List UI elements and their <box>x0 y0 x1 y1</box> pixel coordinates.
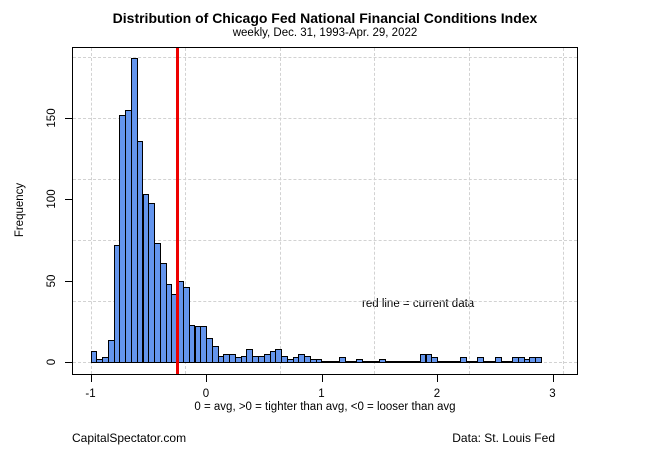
chart-title: Distribution of Chicago Fed National Fin… <box>112 10 538 26</box>
x-axis-tick <box>552 375 554 382</box>
x-axis-tick <box>90 375 92 382</box>
x-axis-tick <box>206 375 207 382</box>
footer-source-site: CapitalSpectator.com <box>72 431 187 445</box>
y-axis-tick <box>65 280 72 282</box>
x-axis-tick <box>437 375 438 382</box>
x-tick-label: 1 <box>318 388 325 400</box>
histogram-bar <box>494 357 502 364</box>
x-tick-label: 3 <box>549 388 556 400</box>
y-tick-label: 150 <box>46 108 58 128</box>
histogram-bar <box>477 357 485 364</box>
chart-subtitle: weekly, Dec. 31, 1993-Apr. 29, 2022 <box>232 27 418 39</box>
plot-area: red line = current data <box>72 47 578 375</box>
y-tick-label: 0 <box>46 359 58 366</box>
x-tick-label: 2 <box>433 388 441 400</box>
x-axis-tick <box>321 375 323 382</box>
h-gridline <box>73 301 577 303</box>
histogram-bar <box>338 357 346 364</box>
v-gridline <box>563 48 564 374</box>
h-gridline <box>73 178 577 180</box>
y-axis-tick <box>65 362 72 364</box>
histogram-bar <box>535 357 542 364</box>
x-axis-title: 0 = avg, >0 = tighter than avg, <0 = loo… <box>194 401 456 413</box>
x-tick-label: 0 <box>202 388 210 400</box>
histogram-bar <box>431 357 438 364</box>
histogram-bar <box>90 350 98 364</box>
h-gridline <box>73 117 577 119</box>
x-tick-label: -1 <box>85 388 96 400</box>
current-value-red-line <box>176 48 179 374</box>
y-tick-label: 100 <box>46 189 58 209</box>
y-axis-tick <box>65 199 72 201</box>
v-gridline <box>90 48 92 374</box>
y-tick-label: 50 <box>46 274 58 288</box>
y-axis-tick <box>65 117 72 119</box>
footer-data-source: Data: St. Louis Fed <box>452 431 555 445</box>
h-gridline <box>73 240 577 242</box>
histogram-bar <box>211 346 219 364</box>
v-gridline <box>374 48 375 374</box>
v-gridline <box>185 48 186 374</box>
v-gridline <box>279 48 281 374</box>
v-gridline <box>468 48 470 374</box>
red-line-annotation: red line = current data <box>362 298 475 310</box>
h-gridline <box>73 56 577 58</box>
y-axis-title: Frequency <box>14 182 26 238</box>
histogram-bar <box>460 357 467 364</box>
